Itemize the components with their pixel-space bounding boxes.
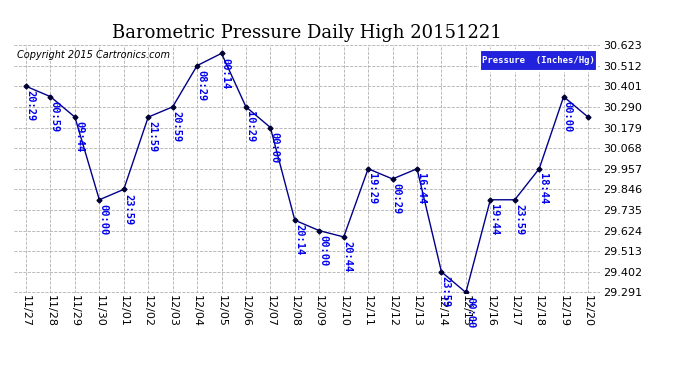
Text: 20:44: 20:44	[343, 241, 353, 272]
Text: 09:44: 09:44	[74, 121, 84, 153]
Text: 00:59: 00:59	[50, 101, 59, 132]
Text: Copyright 2015 Cartronics.com: Copyright 2015 Cartronics.com	[17, 50, 170, 60]
Bar	[480, 50, 598, 71]
Text: 00:00: 00:00	[99, 204, 108, 235]
Text: Pressure  (Inches/Hg): Pressure (Inches/Hg)	[482, 56, 595, 65]
Text: 10:29: 10:29	[245, 111, 255, 142]
Text: 20:14: 20:14	[294, 224, 304, 256]
Text: 21:59: 21:59	[148, 121, 157, 153]
Text: 19:29: 19:29	[367, 173, 377, 204]
Text: 23:59: 23:59	[441, 276, 451, 307]
Text: 00:00: 00:00	[465, 297, 475, 328]
Text: 20:29: 20:29	[26, 90, 35, 122]
Text: 00:00: 00:00	[563, 101, 573, 132]
Text: 00:00: 00:00	[270, 132, 279, 163]
Text: 23:59: 23:59	[514, 204, 524, 235]
Title: Barometric Pressure Daily High 20151221: Barometric Pressure Daily High 20151221	[112, 24, 502, 42]
Text: 19:44: 19:44	[489, 204, 500, 235]
Text: 16:44: 16:44	[416, 173, 426, 204]
Text: 18:44: 18:44	[538, 173, 549, 204]
Text: 20:59: 20:59	[172, 111, 181, 142]
Text: 23:59: 23:59	[123, 194, 133, 225]
Text: 00:00: 00:00	[319, 235, 328, 266]
Text: 08:29: 08:29	[196, 70, 206, 101]
Text: 00:29: 00:29	[392, 183, 402, 214]
Text: 00:14: 00:14	[221, 57, 230, 89]
